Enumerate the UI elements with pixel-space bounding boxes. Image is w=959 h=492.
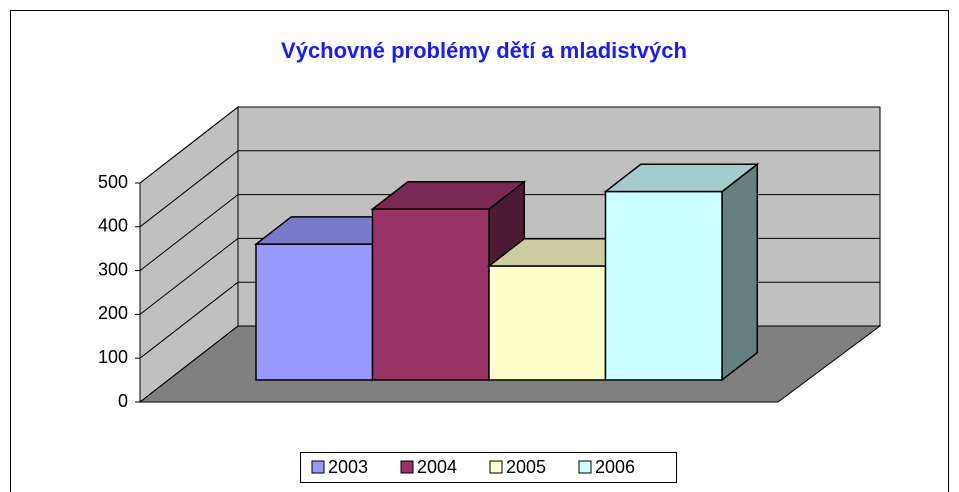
legend-swatch xyxy=(311,460,325,474)
bar xyxy=(604,190,723,381)
y-tick-label: 300 xyxy=(98,259,128,279)
bar xyxy=(488,265,607,381)
grid-line xyxy=(139,325,239,403)
bar xyxy=(371,208,490,381)
legend-swatch xyxy=(400,460,414,474)
bar xyxy=(255,243,374,381)
y-tick-label: 100 xyxy=(98,347,128,367)
y-tick-label: 400 xyxy=(98,216,128,236)
grid-line xyxy=(139,106,239,184)
y-tick-label: 200 xyxy=(98,303,128,323)
legend-swatch xyxy=(489,460,503,474)
legend-label: 2003 xyxy=(328,457,368,477)
chart-title: Výchovné problémy dětí a mladistvých xyxy=(281,38,687,63)
legend-label: 2004 xyxy=(417,457,457,477)
grid-line xyxy=(139,194,239,271)
legend-swatch xyxy=(578,460,592,474)
y-tick-label: 500 xyxy=(98,172,128,192)
legend-label: 2006 xyxy=(595,457,635,477)
grid-line xyxy=(139,281,239,359)
bar-side xyxy=(721,162,759,382)
grid-line xyxy=(139,150,239,228)
legend-box xyxy=(300,452,677,483)
y-tick-label: 0 xyxy=(118,391,128,411)
legend-label: 2005 xyxy=(506,457,546,477)
grid-line xyxy=(139,238,239,315)
